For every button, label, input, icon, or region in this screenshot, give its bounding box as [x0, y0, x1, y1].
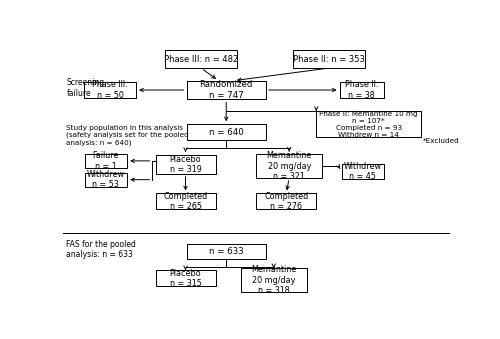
- Text: Withdrew
n = 53: Withdrew n = 53: [87, 170, 125, 190]
- FancyBboxPatch shape: [156, 271, 216, 286]
- Text: Completed
n = 265: Completed n = 265: [164, 192, 208, 211]
- Text: Phase II: Memantine 10 mg
n = 107*
Completed n = 93
Withdrew n = 14: Phase II: Memantine 10 mg n = 107* Compl…: [320, 111, 418, 138]
- FancyBboxPatch shape: [165, 50, 237, 68]
- Text: Memantine
20 mg/day
n = 318: Memantine 20 mg/day n = 318: [251, 265, 296, 295]
- Text: Phase II:
n = 38: Phase II: n = 38: [345, 80, 378, 100]
- FancyBboxPatch shape: [84, 173, 127, 187]
- FancyBboxPatch shape: [342, 164, 384, 179]
- FancyBboxPatch shape: [156, 155, 216, 174]
- Text: Withdrew
n = 45: Withdrew n = 45: [344, 162, 382, 181]
- Text: Phase III: n = 482: Phase III: n = 482: [164, 55, 238, 64]
- FancyBboxPatch shape: [256, 155, 322, 178]
- FancyBboxPatch shape: [241, 268, 306, 292]
- Text: Study population in this analysis
(safety analysis set for the pooled
analysis: : Study population in this analysis (safet…: [66, 125, 189, 146]
- FancyBboxPatch shape: [293, 50, 365, 68]
- FancyBboxPatch shape: [186, 244, 266, 259]
- Text: Failure
n = 1: Failure n = 1: [92, 151, 119, 171]
- Text: n = 640: n = 640: [209, 127, 244, 137]
- FancyBboxPatch shape: [84, 154, 127, 168]
- Text: Phase II: n = 353: Phase II: n = 353: [293, 55, 365, 64]
- Text: Placebo
n = 315: Placebo n = 315: [170, 268, 202, 288]
- Text: Phase III:
n = 50: Phase III: n = 50: [92, 80, 128, 100]
- Text: n = 633: n = 633: [209, 247, 244, 256]
- FancyBboxPatch shape: [84, 82, 136, 98]
- Text: *Excluded: *Excluded: [423, 138, 460, 144]
- Text: Randomized
n = 747: Randomized n = 747: [200, 80, 253, 100]
- FancyBboxPatch shape: [340, 82, 384, 98]
- FancyBboxPatch shape: [186, 124, 266, 140]
- FancyBboxPatch shape: [156, 193, 216, 209]
- Text: FAS for the pooled
analysis: n = 633: FAS for the pooled analysis: n = 633: [66, 240, 136, 259]
- Text: Memantine
20 mg/day
n = 321: Memantine 20 mg/day n = 321: [266, 151, 312, 181]
- FancyBboxPatch shape: [316, 111, 421, 137]
- Text: Completed
n = 276: Completed n = 276: [264, 192, 308, 211]
- Text: Screening
failure: Screening failure: [66, 79, 104, 98]
- Text: Placebo
n = 319: Placebo n = 319: [170, 155, 202, 174]
- FancyBboxPatch shape: [186, 81, 266, 99]
- FancyBboxPatch shape: [256, 193, 316, 209]
